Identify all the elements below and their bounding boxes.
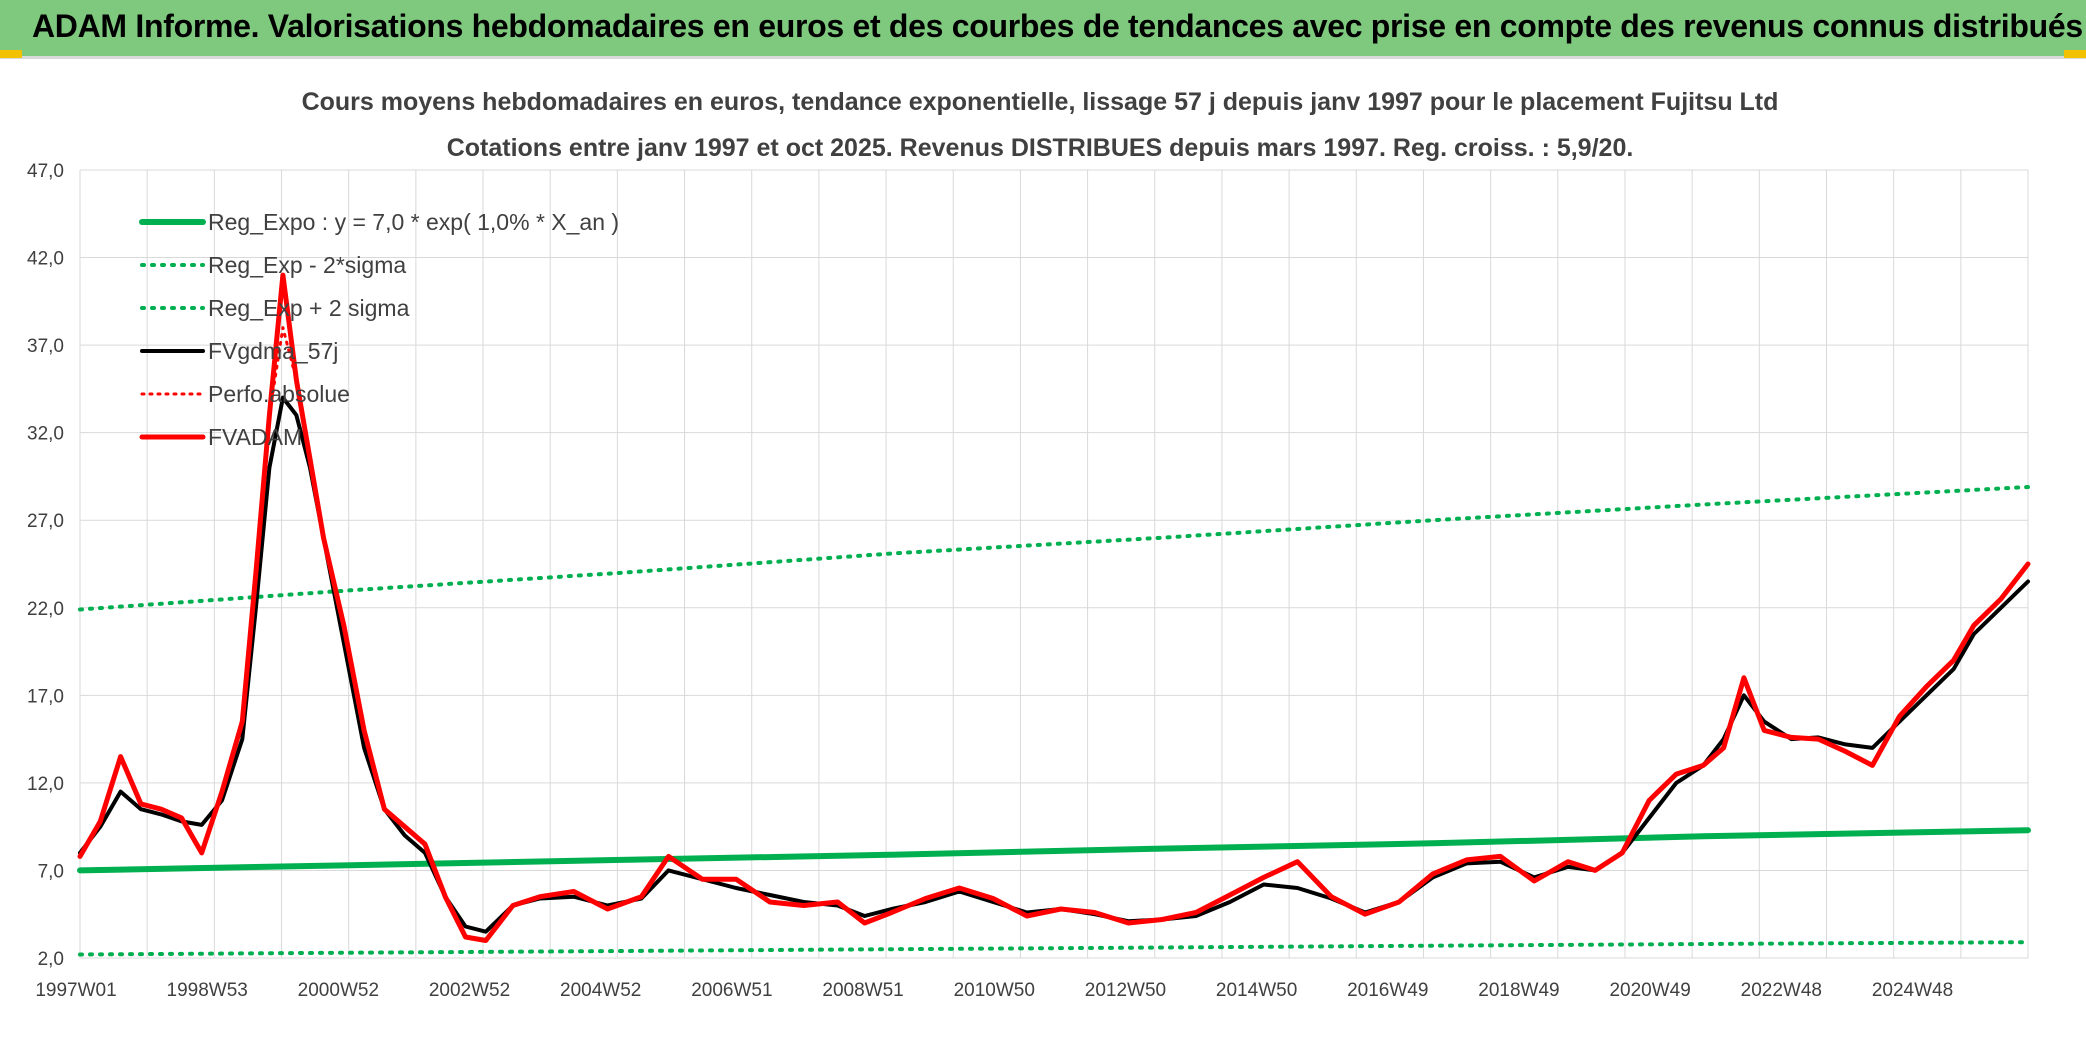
x-tick-label: 1998W53 (167, 980, 248, 1001)
x-tick-label: 2004W52 (560, 980, 641, 1001)
series-line-dotted-green (78, 940, 2030, 957)
plot-area (77, 272, 2031, 957)
banner-corner-left (0, 50, 22, 58)
legend-label: FVADAM (208, 424, 302, 450)
x-tick-label: 2022W48 (1741, 980, 1822, 1001)
chart-frame: Cours moyens hebdomadaires en euros, ten… (0, 60, 2086, 1037)
x-tick-label: 2014W50 (1216, 980, 1297, 1001)
x-tick-label: 2024W48 (1872, 980, 1953, 1001)
y-axis: 2,0 7,0 12,0 17,0 22,0 27,0 32,0 37,0 42,0 47,0 (27, 161, 64, 970)
legend-label: Reg_Exp - 2*sigma (208, 252, 406, 278)
chart-title: Cours moyens hebdomadaires en euros, ten… (302, 88, 1779, 116)
x-tick-label: 1997W01 (35, 980, 116, 1001)
x-tick-label: 2000W52 (298, 980, 379, 1001)
legend: Reg_Expo : y = 7,0 * exp( 1,0% * X_an ) R… (139, 209, 619, 450)
y-tick-label: 47,0 (27, 161, 64, 182)
chart-subtitle: Cotations entre janv 1997 et oct 2025. R… (447, 134, 1634, 162)
y-tick-label: 27,0 (27, 511, 64, 532)
y-tick-label: 7,0 (38, 861, 64, 882)
series-line-solid-black (78, 395, 2030, 934)
y-tick-label: 32,0 (27, 424, 64, 445)
x-tick-label: 2002W52 (429, 980, 510, 1001)
y-tick-label: 22,0 (27, 599, 64, 620)
legend-label: Perfo.absolue (208, 381, 350, 407)
y-tick-label: 17,0 (27, 686, 64, 707)
x-tick-label: 2006W51 (691, 980, 772, 1001)
x-tick-label: 2010W50 (954, 980, 1035, 1001)
gridlines (79, 169, 2029, 959)
legend-label: FVgdma_57j (208, 338, 338, 364)
chart-svg: Cours moyens hebdomadaires en euros, ten… (27, 88, 2031, 1001)
banner-corner-right (2064, 50, 2086, 58)
x-tick-label: 2020W49 (1609, 980, 1690, 1001)
series-line-solid-green (77, 827, 2031, 874)
report-title: ADAM Informe. Valorisations hebdomadaire… (32, 8, 2083, 44)
x-tick-label: 2018W49 (1478, 980, 1559, 1001)
x-tick-label: 2008W51 (822, 980, 903, 1001)
y-tick-label: 37,0 (27, 336, 64, 357)
y-tick-label: 12,0 (27, 774, 64, 795)
report-banner: ADAM Informe. Valorisations hebdomadaire… (0, 0, 2086, 59)
x-axis: 1997W01 1998W53 2000W52 2002W52 2004W52 2006W… (35, 980, 1953, 1001)
y-tick-label: 2,0 (38, 949, 64, 970)
y-tick-label: 42,0 (27, 249, 64, 270)
x-tick-label: 2016W49 (1347, 980, 1428, 1001)
legend-label: Reg_Expo : y = 7,0 * exp( 1,0% * X_an ) (208, 209, 619, 235)
series-line-solid-red (77, 272, 2031, 943)
x-tick-label: 2012W50 (1085, 980, 1166, 1001)
series-line-dotted-green (78, 485, 2030, 612)
legend-label: Reg_Exp + 2 sigma (208, 295, 410, 321)
